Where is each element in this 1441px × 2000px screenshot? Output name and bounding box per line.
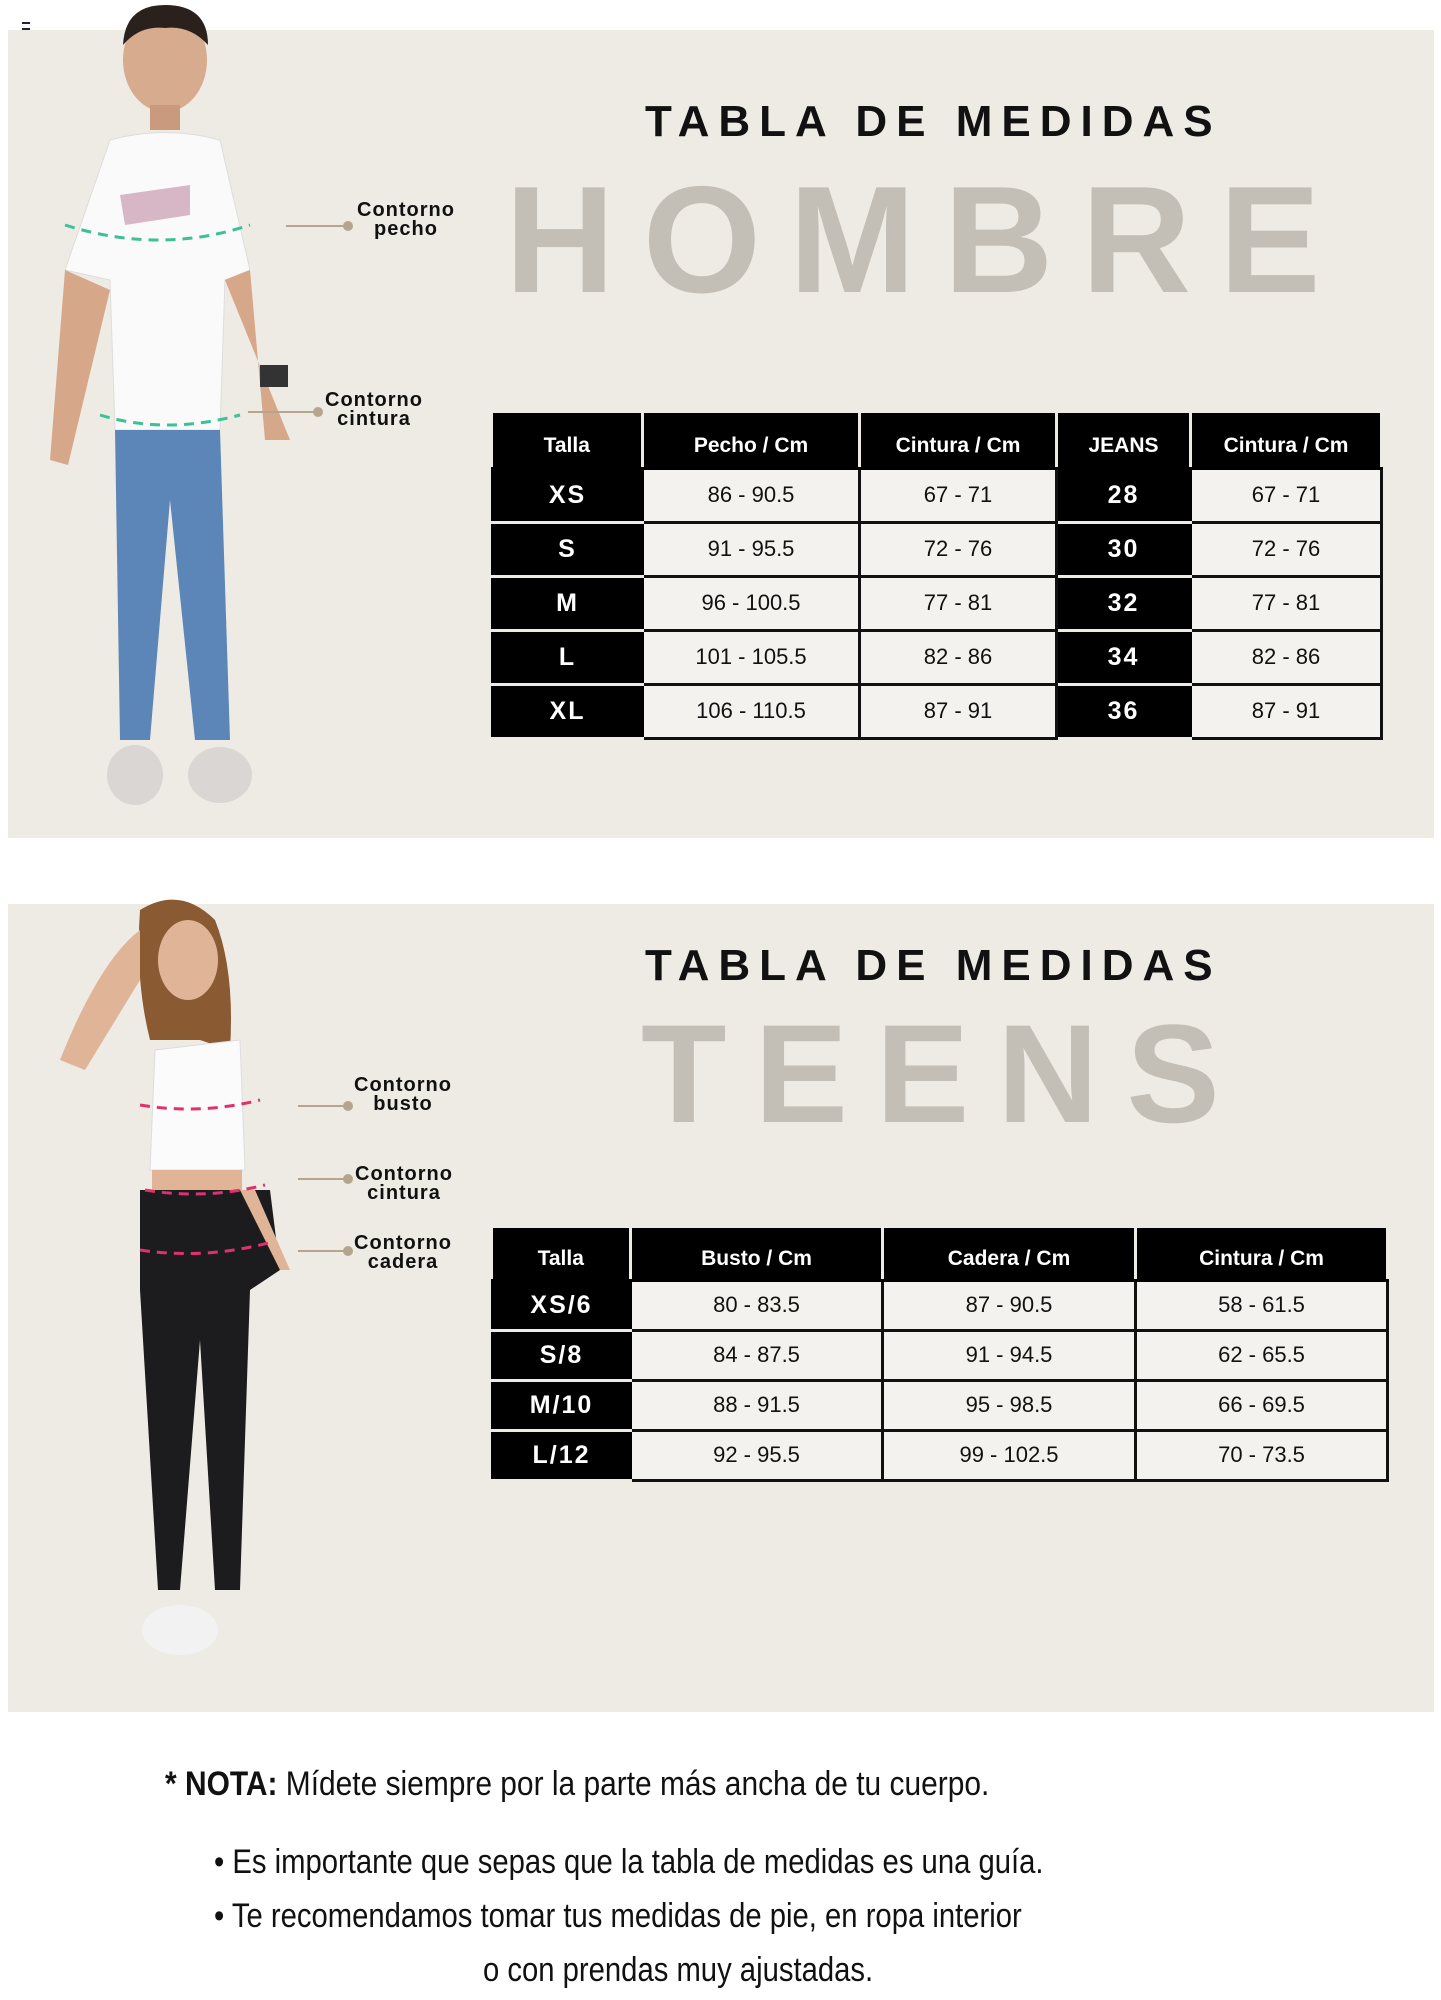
column-header: JEANS	[1056, 413, 1192, 470]
value-cell: 87 - 90.5	[881, 1278, 1137, 1332]
value-cell: 101 - 105.5	[641, 628, 861, 686]
column-header: Pecho / Cm	[642, 413, 861, 470]
value-cell: 106 - 110.5	[641, 682, 861, 740]
table-header-row: Talla Busto / Cm Cadera / Cm Cintura / Cm	[492, 1228, 1389, 1282]
teens-title: TABLA DE MEDIDAS	[645, 941, 1222, 990]
column-header: Cintura / Cm	[1135, 1228, 1389, 1282]
nota-text: Mídete siempre por la parte más ancha de…	[277, 1765, 990, 1803]
value-cell: 32	[1055, 574, 1192, 632]
value-cell: 99 - 102.5	[881, 1428, 1137, 1482]
woman-figure	[60, 899, 290, 1655]
value-cell: 36	[1055, 682, 1192, 740]
label-contorno-cintura: Contorno cintura	[325, 389, 423, 430]
table-row: M/10 88 - 91.5 95 - 98.5 66 - 69.5	[491, 1378, 1389, 1432]
size-cell: XS/6	[491, 1278, 632, 1332]
value-cell: 95 - 98.5	[881, 1378, 1137, 1432]
label-contorno-pecho: Contorno pecho	[357, 199, 455, 240]
table-row: L/12 92 - 95.5 99 - 102.5 70 - 73.5	[491, 1428, 1389, 1482]
value-cell: 62 - 65.5	[1134, 1328, 1389, 1382]
hombre-size-table: Talla Pecho / Cm Cintura / Cm JEANS Cintura …	[491, 413, 1383, 740]
value-cell: 70 - 73.5	[1134, 1428, 1389, 1482]
value-cell: 92 - 95.5	[629, 1428, 884, 1482]
value-cell: 86 - 90.5	[641, 466, 861, 524]
value-cell: 67 - 71	[1189, 466, 1383, 524]
table-header-row: Talla Pecho / Cm Cintura / Cm JEANS Cintura …	[492, 413, 1383, 470]
teens-size-table: Talla Busto / Cm Cadera / Cm Cintura / Cm X…	[491, 1228, 1389, 1482]
value-cell: 58 - 61.5	[1134, 1278, 1389, 1332]
size-cell: XS	[491, 466, 644, 524]
size-cell: XL	[491, 682, 644, 740]
hombre-background-word: HOMBRE	[505, 155, 1349, 325]
value-cell: 34	[1055, 628, 1192, 686]
table-row: XL 106 - 110.5 87 - 91 36 87 - 91	[491, 682, 1383, 740]
column-header: Cadera / Cm	[882, 1228, 1137, 1282]
teens-background-word: TEENS	[641, 995, 1248, 1152]
value-cell: 96 - 100.5	[641, 574, 861, 632]
value-cell: 72 - 76	[1189, 520, 1383, 578]
value-cell: 82 - 86	[858, 628, 1058, 686]
value-cell: 77 - 81	[858, 574, 1058, 632]
nota-line: * NOTA: Mídete siempre por la parte más …	[165, 1764, 989, 1804]
busto-leader-line	[298, 1101, 353, 1111]
value-cell: 80 - 83.5	[629, 1278, 884, 1332]
value-cell: 87 - 91	[858, 682, 1058, 740]
value-cell: 88 - 91.5	[629, 1378, 884, 1432]
size-cell: M	[491, 574, 644, 632]
size-cell: S/8	[491, 1328, 632, 1382]
man-figure	[50, 5, 290, 805]
bullet-item: • Te recomendamos tomar tus medidas de p…	[214, 1897, 1022, 1935]
table-row: XS 86 - 90.5 67 - 71 28 67 - 71	[491, 466, 1383, 524]
size-cell: L/12	[491, 1428, 632, 1482]
label-contorno-cadera: Contorno cadera	[354, 1232, 452, 1273]
cintura-leader-line	[298, 1174, 353, 1184]
table-row: S 91 - 95.5 72 - 76 30 72 - 76	[491, 520, 1383, 578]
value-cell: 67 - 71	[858, 466, 1058, 524]
size-cell: L	[491, 628, 644, 686]
value-cell: 91 - 94.5	[881, 1328, 1137, 1382]
label-contorno-busto: Contorno busto	[354, 1074, 452, 1115]
menu-icon[interactable]	[22, 22, 30, 30]
column-header: Cintura / Cm	[1190, 413, 1383, 470]
size-cell: S	[491, 520, 644, 578]
size-cell: M/10	[491, 1378, 632, 1432]
column-header: Busto / Cm	[630, 1228, 884, 1282]
cadera-leader-line	[298, 1246, 353, 1256]
bullet-item: o con prendas muy ajustadas.	[483, 1951, 874, 1989]
nota-label: * NOTA:	[165, 1765, 278, 1803]
hombre-title: TABLA DE MEDIDAS	[645, 97, 1222, 146]
table-row: S/8 84 - 87.5 91 - 94.5 62 - 65.5	[491, 1328, 1389, 1382]
value-cell: 66 - 69.5	[1134, 1378, 1389, 1432]
value-cell: 82 - 86	[1189, 628, 1383, 686]
column-header: Cintura / Cm	[859, 413, 1058, 470]
value-cell: 28	[1055, 466, 1192, 524]
value-cell: 30	[1055, 520, 1192, 578]
bullet-item: • Es importante que sepas que la tabla d…	[214, 1843, 1044, 1881]
value-cell: 91 - 95.5	[641, 520, 861, 578]
pecho-leader-line	[286, 221, 353, 231]
label-contorno-cintura: Contorno cintura	[355, 1163, 453, 1204]
value-cell: 77 - 81	[1189, 574, 1383, 632]
table-row: L 101 - 105.5 82 - 86 34 82 - 86	[491, 628, 1383, 686]
value-cell: 87 - 91	[1189, 682, 1383, 740]
value-cell: 72 - 76	[858, 520, 1058, 578]
column-header: Talla	[492, 1228, 632, 1282]
value-cell: 84 - 87.5	[629, 1328, 884, 1382]
table-row: XS/6 80 - 83.5 87 - 90.5 58 - 61.5	[491, 1278, 1389, 1332]
table-row: M 96 - 100.5 77 - 81 32 77 - 81	[491, 574, 1383, 632]
cintura-leader-line	[248, 407, 323, 417]
column-header: Talla	[492, 413, 644, 470]
